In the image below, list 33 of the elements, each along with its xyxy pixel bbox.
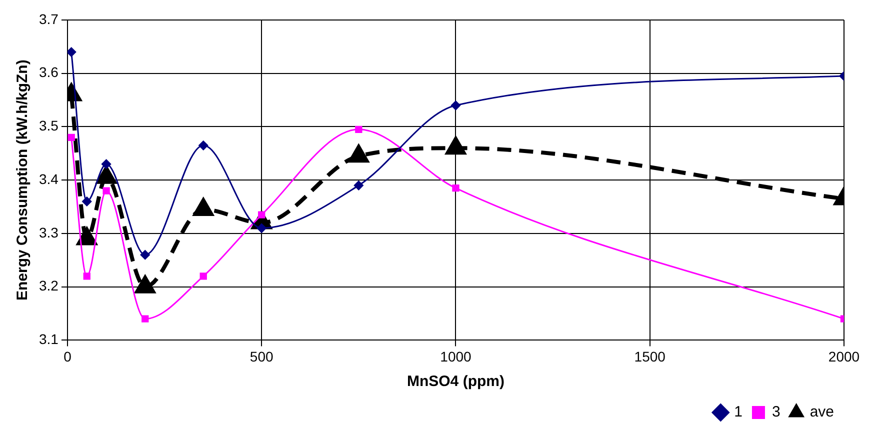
x-tick-label: 1500 bbox=[634, 348, 666, 364]
y-tick-label: 3.5 bbox=[38, 118, 59, 134]
legend-label: 3 bbox=[772, 404, 780, 421]
y-tick-label: 3.4 bbox=[38, 170, 59, 187]
x-tick-label: 500 bbox=[250, 348, 274, 364]
point bbox=[102, 159, 112, 169]
y-tick-label: 3.3 bbox=[38, 224, 59, 240]
point bbox=[102, 187, 110, 194]
point bbox=[68, 134, 75, 141]
point bbox=[258, 211, 266, 218]
point bbox=[142, 315, 149, 322]
point bbox=[200, 272, 207, 280]
point bbox=[256, 223, 266, 233]
point bbox=[452, 184, 460, 192]
y-tick-label: 3.1 bbox=[38, 331, 59, 348]
legend-label: 1 bbox=[734, 404, 742, 421]
y-axis-title: Energy Consumption (kW.h/kgZn) bbox=[14, 60, 32, 301]
point bbox=[67, 47, 76, 57]
legend-label: ave bbox=[810, 404, 834, 421]
x-tick-label: 2000 bbox=[828, 348, 860, 364]
x-axis-title: MnSO4 (ppm) bbox=[406, 373, 504, 390]
point bbox=[82, 196, 92, 206]
y-tick-label: 3.2 bbox=[38, 278, 59, 294]
x-tick-label: 0 bbox=[64, 348, 72, 364]
point bbox=[198, 140, 208, 150]
y-tick-label: 3.6 bbox=[38, 64, 59, 80]
point bbox=[355, 126, 362, 133]
point bbox=[83, 272, 90, 280]
point bbox=[354, 180, 364, 190]
point bbox=[140, 250, 150, 260]
point bbox=[450, 100, 460, 110]
x-tick-label: 1000 bbox=[440, 348, 472, 364]
y-tick-label: 3.7 bbox=[38, 10, 59, 27]
